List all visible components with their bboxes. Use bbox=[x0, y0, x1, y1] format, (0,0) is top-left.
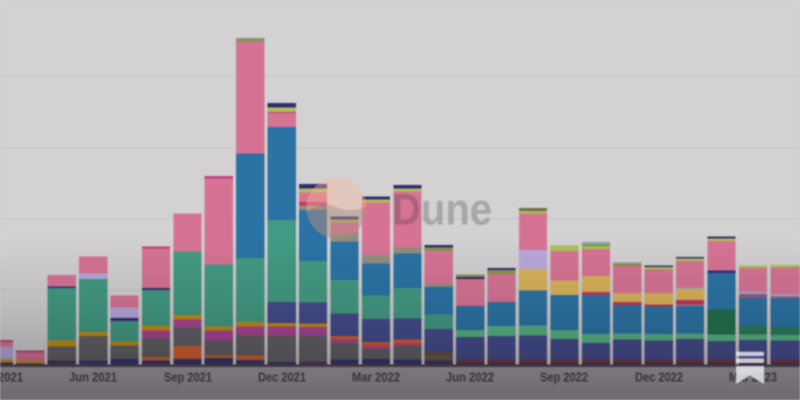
svg-text:Dec 2022: Dec 2022 bbox=[635, 370, 683, 385]
svg-text:Jun 2021: Jun 2021 bbox=[69, 370, 117, 385]
svg-text:Dec 2021: Dec 2021 bbox=[258, 370, 306, 385]
svg-text:Sep 2021: Sep 2021 bbox=[164, 370, 212, 385]
svg-text:Mar 2022: Mar 2022 bbox=[352, 370, 400, 385]
svg-text:Jun 2022: Jun 2022 bbox=[446, 370, 494, 385]
svg-text:Mar 2021: Mar 2021 bbox=[0, 370, 23, 385]
svg-text:Dune: Dune bbox=[392, 186, 492, 235]
svg-text:Sep 2022: Sep 2022 bbox=[540, 370, 588, 385]
